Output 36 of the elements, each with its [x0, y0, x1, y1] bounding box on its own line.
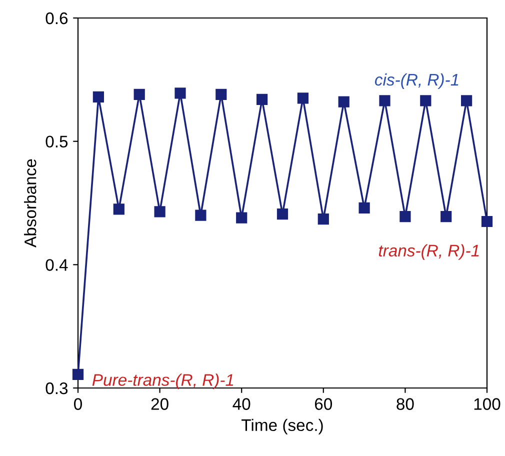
point [420, 95, 432, 106]
y-tick-label: 0.6 [46, 12, 68, 24]
point [72, 368, 84, 380]
point [276, 208, 288, 220]
point [134, 88, 145, 100]
y-tick-label: 0.3 [46, 382, 68, 394]
point [338, 96, 350, 108]
point [440, 211, 452, 222]
annotation: Pure-trans-(R, R)-1 [92, 374, 234, 390]
point [358, 202, 370, 214]
annotation: trans-(R, R)-1 [378, 244, 479, 260]
x-tick-label: 100 [474, 398, 500, 410]
point [297, 92, 309, 104]
point [256, 94, 268, 105]
annotation: cis-(R, R)-1 [374, 73, 458, 89]
point [113, 204, 124, 215]
x-tick-label: 40 [232, 398, 250, 410]
y-tick-label: 0.5 [46, 136, 68, 148]
point [400, 211, 411, 222]
point [195, 210, 206, 221]
point [154, 206, 166, 218]
x-tick-label: 60 [314, 398, 332, 410]
x-tick-label: 20 [151, 398, 168, 410]
point [318, 213, 329, 225]
point [216, 88, 227, 100]
x-tick-label: 80 [396, 398, 414, 410]
x-axis-title: Time (sec.) [242, 418, 323, 434]
point [379, 95, 390, 106]
point [236, 212, 248, 224]
point [92, 91, 104, 102]
x-tick-label: 0 [74, 398, 82, 410]
y-axis-title: Absorbance [24, 159, 36, 248]
y-tick-label: 0.4 [46, 259, 68, 271]
point [174, 88, 186, 99]
point [460, 95, 472, 106]
point [481, 216, 493, 228]
